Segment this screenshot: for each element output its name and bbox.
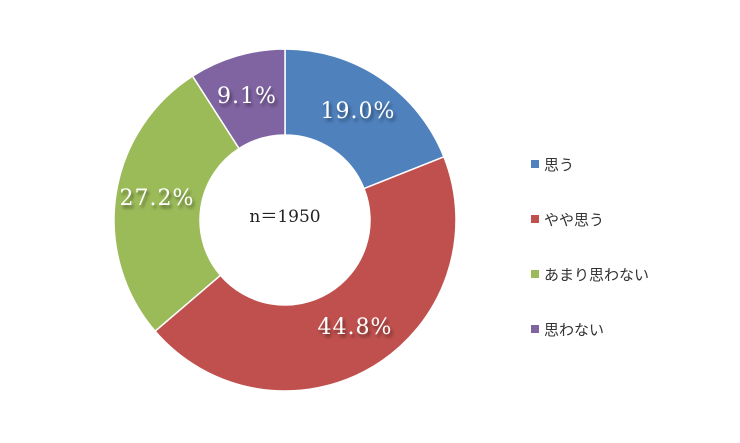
legend-label-4: 思わない <box>544 321 604 339</box>
legend-swatch-1 <box>531 160 539 168</box>
center-label: n＝1950 <box>249 207 320 227</box>
legend-swatch-3 <box>531 270 539 278</box>
slice-2 <box>154 155 457 392</box>
data-label-2: 44.8% <box>318 315 393 340</box>
slice-4 <box>191 48 286 150</box>
slice-1 <box>284 48 445 190</box>
legend-label-2: やや思う <box>544 211 604 229</box>
donut-slices <box>113 48 457 392</box>
data-label-3: 27.2% <box>120 186 195 211</box>
legend-label-3: あまり思わない <box>544 266 649 284</box>
legend-label-1: 思う <box>544 156 574 174</box>
data-label-4: 9.1% <box>217 84 277 109</box>
data-labels: 19.0% 44.8% 27.2% 9.1% <box>120 84 396 340</box>
legend-swatch-4 <box>531 325 539 333</box>
slice-3 <box>113 75 241 333</box>
legend-swatch-2 <box>531 215 539 223</box>
data-label-1: 19.0% <box>321 99 396 124</box>
